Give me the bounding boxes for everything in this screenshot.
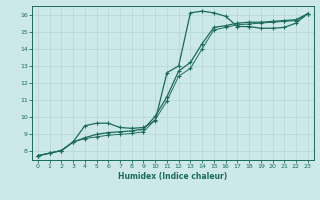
X-axis label: Humidex (Indice chaleur): Humidex (Indice chaleur) [118,172,228,181]
